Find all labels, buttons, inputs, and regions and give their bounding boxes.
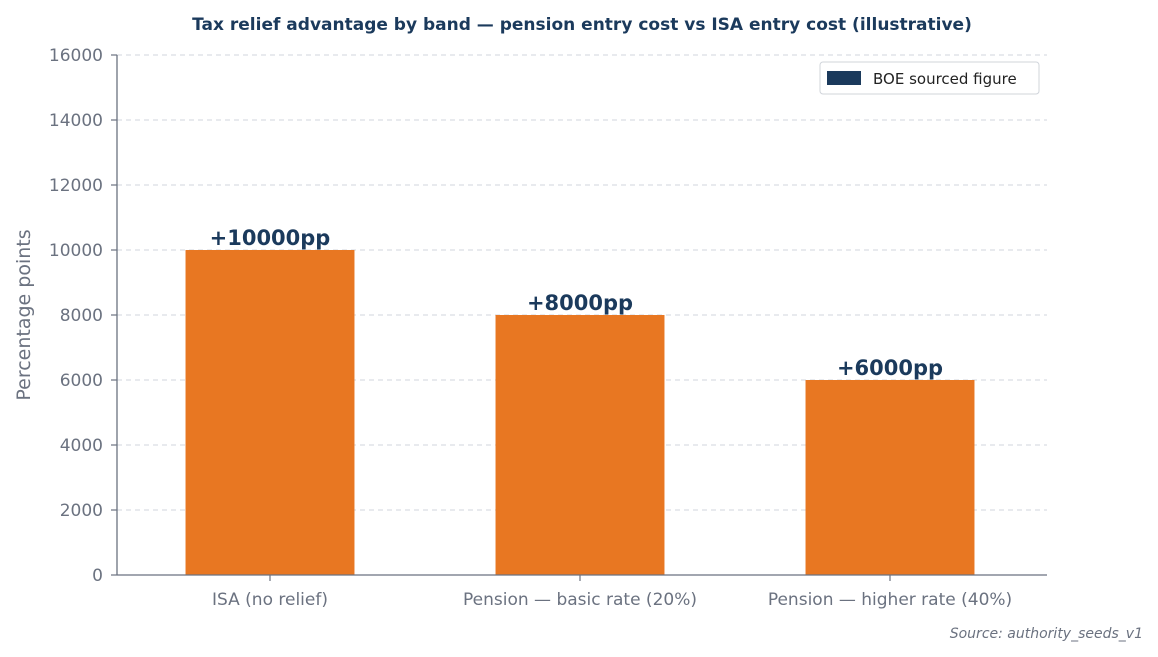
x-tick-label: Pension — higher rate (40%) xyxy=(768,590,1012,610)
bars xyxy=(185,250,975,575)
bar xyxy=(185,250,355,575)
legend: BOE sourced figure xyxy=(819,61,1040,95)
y-tick-label: 14000 xyxy=(49,111,103,131)
y-ticks: 0 2000 4000 6000 8000 10000 12000 14000 16000 xyxy=(49,46,117,586)
y-tick-label: 10000 xyxy=(49,241,103,261)
x-tick-label: Pension — basic rate (20%) xyxy=(463,590,697,610)
source-note: Source: authority_seeds_v1 xyxy=(950,626,1143,642)
x-tick-label: ISA (no relief) xyxy=(212,590,328,610)
y-tick-label: 0 xyxy=(92,566,103,586)
chart-title: Tax relief advantage by band — pension e… xyxy=(192,15,972,35)
y-tick-label: 2000 xyxy=(60,501,103,521)
legend-frame xyxy=(819,61,1040,95)
y-tick-label: 4000 xyxy=(60,436,103,456)
y-tick-label: 16000 xyxy=(49,46,103,66)
data-labels: +10000pp +8000pp +6000pp xyxy=(210,226,943,380)
y-tick-label: 8000 xyxy=(60,306,103,326)
y-axis-label: Percentage points xyxy=(13,229,35,400)
x-ticks: ISA (no relief) Pension — basic rate (20%… xyxy=(212,575,1012,610)
bar-data-label: +8000pp xyxy=(527,291,633,315)
legend-swatch xyxy=(827,71,861,85)
bar xyxy=(805,380,975,575)
bar-data-label: +6000pp xyxy=(837,356,943,380)
y-tick-label: 12000 xyxy=(49,176,103,196)
y-tick-label: 6000 xyxy=(60,371,103,391)
legend-label: BOE sourced figure xyxy=(873,70,1017,88)
bar xyxy=(495,315,665,575)
bar-data-label: +10000pp xyxy=(210,226,331,250)
